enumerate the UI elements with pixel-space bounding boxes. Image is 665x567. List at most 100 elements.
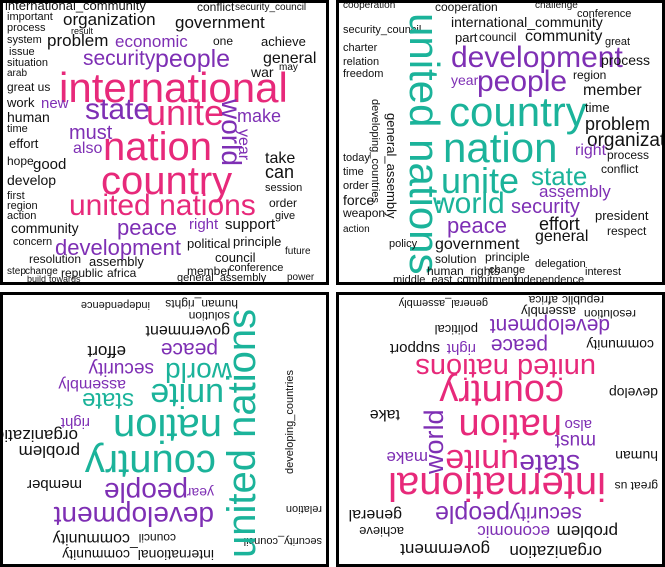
- word: action: [343, 224, 370, 235]
- word: challenge: [535, 0, 578, 11]
- word: people: [155, 45, 231, 73]
- word: world: [216, 99, 247, 166]
- word-cloud-panel-3: international_community security_council…: [0, 292, 329, 567]
- word: africa: [528, 293, 558, 307]
- word: change: [489, 264, 526, 276]
- word: security_council: [343, 24, 422, 36]
- word: president: [595, 208, 649, 223]
- word: cooperation: [343, 0, 396, 11]
- word: nation: [443, 124, 558, 171]
- word-cloud-panel-4: organization government problem economic…: [336, 292, 665, 567]
- word: republic: [61, 266, 104, 280]
- word: organization: [509, 542, 602, 561]
- word: issue: [9, 46, 35, 58]
- word: great: [605, 36, 631, 48]
- word: conflict: [601, 162, 639, 176]
- word: general_assembly: [384, 113, 399, 219]
- word: state: [519, 449, 580, 480]
- word: policy: [389, 238, 418, 250]
- word: power: [287, 272, 315, 283]
- word: conflict: [197, 0, 235, 14]
- word: part: [455, 30, 478, 45]
- word: take: [369, 406, 400, 423]
- word: general: [263, 50, 317, 67]
- word: unite: [441, 160, 520, 201]
- word: year: [186, 485, 214, 501]
- word: problem: [556, 522, 618, 541]
- word: action: [7, 210, 37, 222]
- word: cooperation: [435, 0, 498, 14]
- word: conference: [229, 262, 284, 274]
- word: security: [511, 196, 580, 218]
- word: relation: [285, 503, 322, 515]
- word: people: [477, 65, 568, 98]
- word: unite: [146, 92, 225, 133]
- word: world: [165, 357, 232, 388]
- word: process: [607, 148, 650, 162]
- word: resolution: [29, 252, 82, 266]
- word: freedom: [343, 68, 384, 80]
- word: great us: [614, 479, 658, 493]
- word: united nations: [220, 308, 264, 558]
- word: must: [69, 122, 113, 144]
- word: time: [7, 123, 28, 135]
- word: political: [187, 236, 231, 251]
- word: member: [26, 476, 82, 493]
- word: effort: [539, 214, 580, 234]
- word: principle: [233, 234, 282, 249]
- word: community: [52, 530, 130, 547]
- word: republic: [561, 293, 604, 307]
- word: charter: [343, 42, 378, 54]
- word: process: [601, 52, 651, 68]
- word: developing_countries: [369, 99, 381, 203]
- word: achieve: [261, 34, 306, 49]
- word: country: [449, 88, 587, 135]
- word: council: [215, 250, 256, 265]
- word: general_assembly: [398, 297, 488, 309]
- word: work: [7, 95, 35, 110]
- word: general: [535, 228, 589, 245]
- word: united nations: [415, 352, 596, 384]
- word: region: [7, 200, 38, 212]
- word: first: [7, 190, 25, 202]
- word: future: [285, 246, 311, 257]
- word: government: [435, 236, 520, 253]
- word: conference: [577, 8, 632, 20]
- word: security: [88, 358, 154, 379]
- word: arab: [7, 68, 28, 79]
- word: government: [145, 322, 231, 339]
- word: economic: [115, 32, 188, 51]
- word: organization: [63, 10, 156, 29]
- word: member: [187, 264, 232, 278]
- word: resolution: [583, 307, 636, 321]
- word: today: [343, 152, 370, 164]
- word: peace: [447, 213, 507, 238]
- word: may: [279, 62, 298, 73]
- word: peace: [117, 215, 177, 240]
- word: process: [7, 22, 46, 34]
- word-cloud-3: international_community security_council…: [3, 295, 326, 564]
- word: council: [138, 531, 176, 545]
- word: state: [85, 93, 151, 126]
- word: assembly: [539, 182, 611, 201]
- word: independence: [80, 299, 150, 311]
- word: member: [583, 82, 642, 99]
- word: region: [573, 68, 607, 82]
- word: independence: [515, 274, 585, 285]
- word: support: [225, 216, 276, 233]
- word: right: [446, 340, 476, 357]
- word: security: [83, 47, 156, 70]
- word: take: [265, 150, 296, 167]
- word: international_community: [5, 0, 146, 13]
- word: interest: [585, 266, 622, 278]
- word: country: [101, 159, 233, 203]
- word: also: [564, 416, 592, 433]
- word: organization: [587, 130, 665, 151]
- word: year: [451, 72, 479, 88]
- word: community: [586, 337, 654, 353]
- word: community: [525, 28, 603, 45]
- word-cloud-2: cooperation cooperation challenge confer…: [339, 3, 662, 282]
- word: order: [269, 196, 298, 210]
- word: world: [433, 187, 505, 220]
- word: concern: [13, 236, 53, 248]
